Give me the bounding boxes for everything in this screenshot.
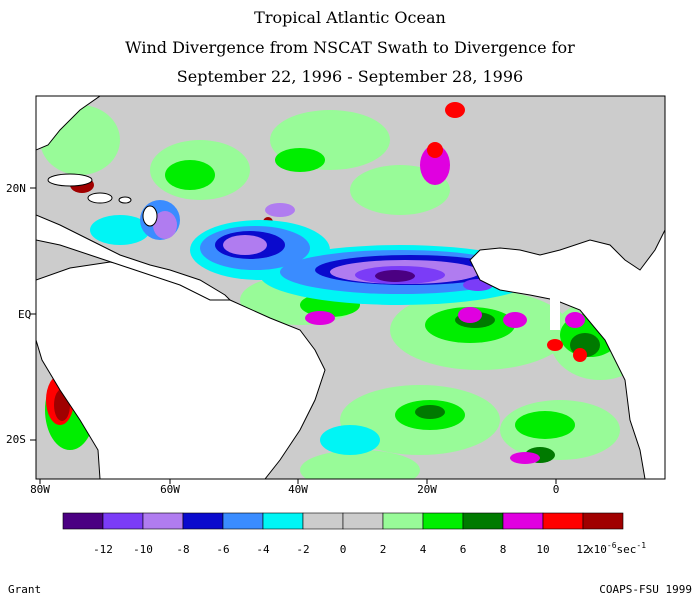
lat-label-20n: 20N <box>6 182 26 195</box>
title-line-2: Wind Divergence from NSCAT Swath to Dive… <box>125 38 575 57</box>
footer-author: Grant <box>8 583 42 596</box>
legend-tick-label: 12 <box>576 543 589 556</box>
africa <box>469 96 665 479</box>
legend-swatch <box>182 512 224 530</box>
lon-label-40w: 40W <box>288 483 308 496</box>
legend-tick-label: -2 <box>296 543 309 556</box>
legend-unit-exp: -6 <box>607 541 617 550</box>
legend-swatch <box>302 512 344 530</box>
map-field <box>36 96 665 479</box>
legend-tick-label: -6 <box>216 543 229 556</box>
caribbean-islands <box>47 173 158 227</box>
lon-label-20w: 20W <box>417 483 437 496</box>
lat-ticks <box>30 187 36 441</box>
legend-swatch <box>262 512 304 530</box>
magenta-patches <box>305 145 585 464</box>
florida <box>36 96 101 151</box>
legend-unit-rest-exp: -1 <box>636 541 646 550</box>
map-frame <box>35 95 666 480</box>
legend-tick-label: 6 <box>460 543 467 556</box>
title-line-1: Tropical Atlantic Ocean <box>254 8 446 27</box>
legend-unit: x10-6sec-1 <box>587 541 646 556</box>
legend-tick-label: -10 <box>133 543 153 556</box>
legend-unit-base: x10 <box>587 543 607 556</box>
legend-swatch <box>422 512 464 530</box>
legend-colorbar <box>62 512 624 530</box>
legend-swatch <box>502 512 544 530</box>
legend-swatch <box>542 512 584 530</box>
legend-tick-label: 2 <box>380 543 387 556</box>
legend-swatch <box>102 512 144 530</box>
legend-tick-label: 8 <box>500 543 507 556</box>
legend-unit-rest: sec <box>617 543 637 556</box>
legend-tick-label: 10 <box>536 543 549 556</box>
legend-tick-labels: -12 -10 -8 -6 -4 -2 0 2 4 6 8 10 12 <box>93 543 590 556</box>
legend-tick-label: 4 <box>420 543 427 556</box>
legend-swatch <box>462 512 504 530</box>
title-line-3: September 22, 1996 - September 28, 1996 <box>176 67 524 86</box>
footer-credit: COAPS-FSU 1999 <box>599 583 692 596</box>
legend-swatch <box>382 512 424 530</box>
legend-tick-label: -12 <box>93 543 113 556</box>
lon-label-60w: 60W <box>160 483 180 496</box>
legend-swatch <box>142 512 184 530</box>
lon-label-80w: 80W <box>30 483 50 496</box>
legend-tick-label: -4 <box>256 543 270 556</box>
land-masses <box>36 96 665 479</box>
indigo-patches <box>375 270 415 282</box>
no-data-strip <box>550 290 560 330</box>
legend-swatch <box>222 512 264 530</box>
legend-tick-label: 0 <box>340 543 347 556</box>
legend-swatch <box>62 512 104 530</box>
lon-label-0: 0 <box>553 483 560 496</box>
lon-ticks <box>39 479 557 484</box>
legend-swatch <box>582 512 624 530</box>
lat-label-eq: EQ <box>18 308 31 321</box>
central-america <box>36 214 232 301</box>
legend-tick-label: -8 <box>176 543 189 556</box>
lat-label-20s: 20S <box>6 433 26 446</box>
legend-swatch <box>342 512 384 530</box>
